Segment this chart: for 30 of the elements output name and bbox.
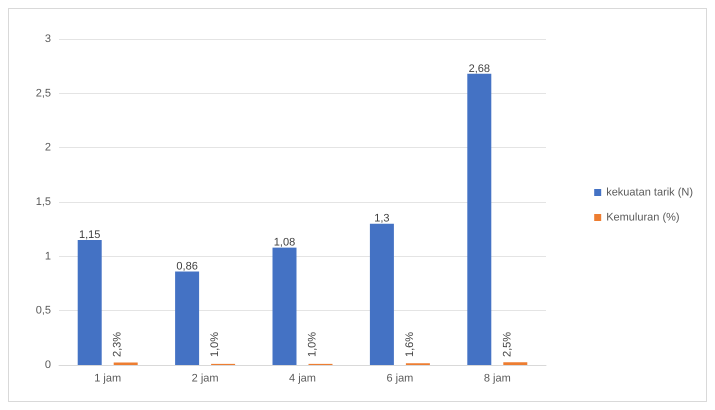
bar: [175, 272, 200, 365]
y-tick-label: 0,5: [36, 304, 51, 317]
y-tick-label: 2,5: [36, 87, 51, 100]
data-label: 1,3: [374, 212, 390, 225]
legend-label: kekuatan tarik (N): [606, 186, 694, 198]
data-label: 1,0%: [209, 332, 222, 357]
y-tick-label: 2: [44, 142, 51, 154]
data-label: 1,0%: [306, 332, 318, 357]
bar: [503, 362, 528, 365]
data-label: 2,68: [468, 62, 490, 75]
x-tick-label: 6 jam: [386, 372, 414, 384]
bar: [272, 248, 296, 365]
x-tick-label: 8 jam: [484, 372, 511, 384]
y-tick-label: 1: [44, 250, 51, 262]
y-tick-label: 1,5: [36, 196, 51, 208]
data-label: 1,08: [274, 236, 296, 249]
data-label: 1,6%: [404, 332, 416, 357]
bar: [78, 240, 102, 365]
x-tick-label: 4 jam: [289, 372, 316, 384]
data-label: 2,3%: [112, 332, 124, 357]
bar: [370, 224, 394, 365]
data-label: 1,15: [78, 229, 100, 242]
data-label: 2,5%: [501, 332, 514, 357]
legend-label: Kemuluran (%): [606, 212, 680, 224]
x-tick-label: 2 jam: [192, 372, 219, 384]
y-tick-label: 0: [44, 359, 51, 371]
x-tick-label: 1 jam: [94, 372, 122, 384]
y-tick-label: 3: [44, 33, 51, 45]
bar: [467, 74, 492, 365]
data-label: 0,86: [176, 260, 198, 273]
